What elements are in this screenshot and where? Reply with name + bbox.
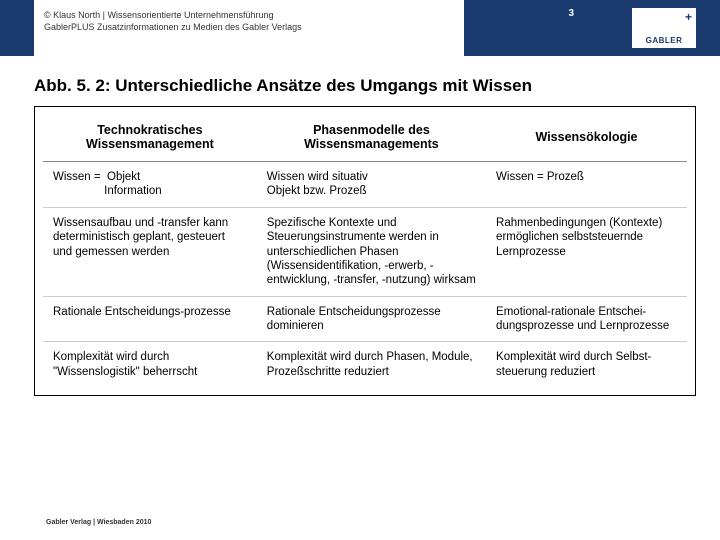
table-cell: Komplexität wird durch Selbst-steuerung … [486, 342, 687, 387]
comparison-table: Technokratisches Wissensmanagement Phase… [43, 117, 687, 387]
table-cell: Wissen = Objekt Information [43, 162, 257, 208]
page-number: 3 [568, 8, 574, 19]
header-credit-box: © Klaus North | Wissensorientierte Unter… [34, 0, 464, 56]
table-cell: Rationale Entscheidungs-prozesse [43, 296, 257, 342]
column-header: Wissensökologie [486, 117, 687, 162]
table-header-row: Technokratisches Wissensmanagement Phase… [43, 117, 687, 162]
comparison-table-container: Technokratisches Wissensmanagement Phase… [34, 106, 696, 396]
table-cell: Komplexität wird durch Phasen, Module, P… [257, 342, 486, 387]
table-row: Wissen = Objekt Information Wissen wird … [43, 162, 687, 208]
table-cell: Rahmenbedingungen (Kontexte) ermöglichen… [486, 207, 687, 296]
credit-line-1: © Klaus North | Wissensorientierte Unter… [44, 10, 454, 22]
table-cell: Spezifische Kontexte und Steuerungsinstr… [257, 207, 486, 296]
publisher-logo: + GABLER [632, 8, 696, 48]
column-header: Technokratisches Wissensmanagement [43, 117, 257, 162]
table-cell: Rationale Entscheidungsprozesse dominier… [257, 296, 486, 342]
logo-plus-icon: + [685, 10, 692, 24]
credit-line-2: GablerPLUS Zusatzinformationen zu Medien… [44, 22, 454, 34]
table-cell: Emotional-rationale Entschei-dungsprozes… [486, 296, 687, 342]
column-header: Phasenmodelle des Wissensmanagements [257, 117, 486, 162]
table-row: Komplexität wird durch "Wissenslogistik"… [43, 342, 687, 387]
table-cell: Wissensaufbau und -transfer kann determi… [43, 207, 257, 296]
table-cell: Wissen = Prozeß [486, 162, 687, 208]
table-row: Wissensaufbau und -transfer kann determi… [43, 207, 687, 296]
figure-title: Abb. 5. 2: Unterschiedliche Ansätze des … [34, 76, 700, 96]
logo-text: GABLER [646, 36, 683, 45]
footer-credit: Gabler Verlag | Wiesbaden 2010 [46, 519, 151, 526]
header-bar: © Klaus North | Wissensorientierte Unter… [0, 0, 720, 56]
table-row: Rationale Entscheidungs-prozesse Rationa… [43, 296, 687, 342]
table-cell: Wissen wird situativ Objekt bzw. Prozeß [257, 162, 486, 208]
table-cell: Komplexität wird durch "Wissenslogistik"… [43, 342, 257, 387]
